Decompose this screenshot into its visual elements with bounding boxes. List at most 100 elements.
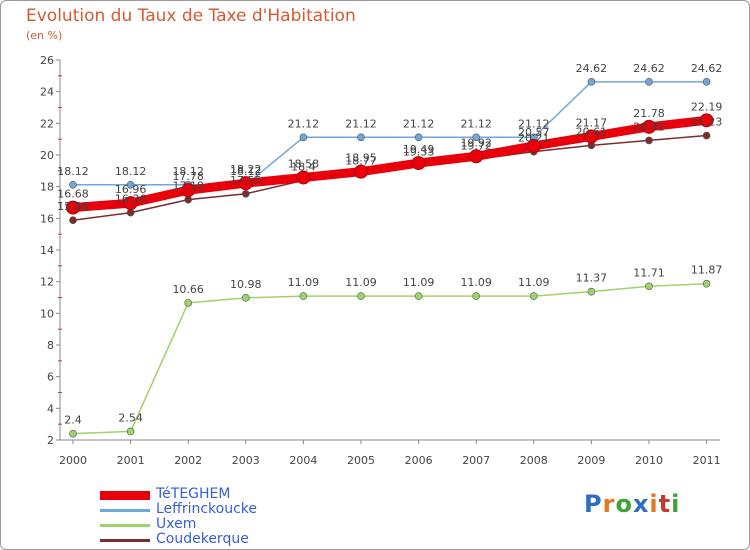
data-label: 21.12 <box>345 117 377 130</box>
brand-letter: P <box>584 490 603 518</box>
data-label: 18.4 <box>291 160 316 173</box>
legend-item: TéTEGHEM <box>100 487 320 502</box>
data-label: 16.96 <box>115 183 147 196</box>
data-label: 2.4 <box>64 414 82 427</box>
data-point <box>299 133 308 142</box>
data-point <box>472 292 481 300</box>
data-point <box>123 196 138 211</box>
data-label: 20.21 <box>518 132 550 145</box>
data-point <box>645 78 653 86</box>
data-point <box>529 292 538 300</box>
data-label: 15.88 <box>57 200 89 213</box>
data-label: 2.54 <box>118 411 143 424</box>
chart-title: Evolution du Taux de Taxe d'Habitation <box>26 6 356 26</box>
legend-item: Leffrinckoucke <box>100 502 320 517</box>
data-label: 10.98 <box>230 278 262 291</box>
data-point <box>702 78 711 86</box>
data-label: 19.33 <box>403 146 435 159</box>
data-label: 11.09 <box>345 276 377 289</box>
data-label: 11.37 <box>576 272 608 285</box>
data-label: 20.57 <box>518 126 550 139</box>
data-point <box>469 149 484 164</box>
data-label: 21.12 <box>403 117 435 130</box>
data-label: 16.36 <box>115 193 147 206</box>
data-point <box>69 216 77 225</box>
brand-letter: r <box>602 490 616 518</box>
series-line-uxem <box>72 282 708 435</box>
y-tick-label: 18 <box>40 181 54 194</box>
brand-letter: t <box>658 490 672 518</box>
brand-letter: x <box>632 490 650 518</box>
y-tick-label: 10 <box>40 307 54 320</box>
data-point <box>181 183 196 198</box>
data-label: 20.61 <box>576 125 608 138</box>
data-label: 21.12 <box>288 117 320 130</box>
y-tick-label: 16 <box>40 212 54 225</box>
x-tick-label: 2011 <box>693 454 721 467</box>
data-point <box>587 78 596 86</box>
legend-label: TéTEGHEM <box>156 486 231 502</box>
data-label: 20.92 <box>633 120 665 133</box>
data-label: 18.12 <box>115 165 147 178</box>
data-label: 21.17 <box>576 116 608 129</box>
legend-label: Uxem <box>156 516 197 532</box>
x-tick-label: 2007 <box>462 454 490 467</box>
legend-item: Coudekerque <box>100 532 320 547</box>
y-tick-label: 22 <box>40 117 54 130</box>
data-label: 22.19 <box>691 100 723 113</box>
data-point <box>357 292 365 300</box>
y-tick-label: 12 <box>40 276 54 289</box>
data-label: 18.58 <box>288 157 320 170</box>
legend-swatch <box>100 539 150 542</box>
series-line-leffrinckoucke <box>72 81 708 186</box>
data-label: 21.78 <box>633 107 665 120</box>
legend-swatch <box>100 491 150 500</box>
data-label: 11.09 <box>460 276 492 289</box>
y-tick-label: 14 <box>40 244 54 257</box>
data-point <box>702 131 711 140</box>
y-tick-label: 24 <box>40 86 54 99</box>
data-point <box>126 427 135 436</box>
x-tick-label: 2002 <box>174 454 202 467</box>
data-point <box>66 200 80 215</box>
data-label: 24.62 <box>633 62 665 75</box>
x-tick-label: 2006 <box>405 454 433 467</box>
data-label: 18.12 <box>57 165 89 178</box>
data-label: 18.95 <box>345 152 377 165</box>
data-label: 11.09 <box>518 276 550 289</box>
data-label: 11.09 <box>403 276 435 289</box>
data-point <box>296 170 311 185</box>
data-label: 16.68 <box>57 188 89 201</box>
data-point <box>584 129 599 144</box>
data-label: 19.92 <box>460 136 492 149</box>
data-point <box>126 208 135 217</box>
data-label: 11.09 <box>288 276 320 289</box>
data-point <box>702 279 711 288</box>
data-label: 17.18 <box>172 180 204 193</box>
data-label: 18.12 <box>172 165 204 178</box>
data-label: 19.49 <box>403 143 435 156</box>
data-point <box>354 164 368 179</box>
data-point <box>69 180 77 189</box>
data-label: 10.66 <box>172 283 204 296</box>
data-label: 11.71 <box>633 266 665 279</box>
data-label: 24.62 <box>691 62 723 75</box>
legend-item: Uxem <box>100 517 320 532</box>
data-label: 21.23 <box>691 116 723 129</box>
data-point <box>472 133 481 142</box>
data-point <box>184 195 192 204</box>
x-tick-label: 2008 <box>520 454 548 467</box>
legend-swatch <box>100 524 150 527</box>
data-point <box>411 156 426 171</box>
data-label: 24.62 <box>576 62 608 75</box>
x-tick-label: 2000 <box>59 454 87 467</box>
y-tick-label: 20 <box>40 149 54 162</box>
data-label: 18.22 <box>230 163 262 176</box>
x-tick-label: 2001 <box>117 454 145 467</box>
data-label: 21.12 <box>518 117 550 130</box>
data-label: 18.77 <box>345 154 377 167</box>
y-tick-label: 26 <box>40 54 54 67</box>
brand-letter: i <box>649 490 659 518</box>
data-label: 17.55 <box>230 174 262 187</box>
y-axis-unit: (en %) <box>26 29 63 42</box>
